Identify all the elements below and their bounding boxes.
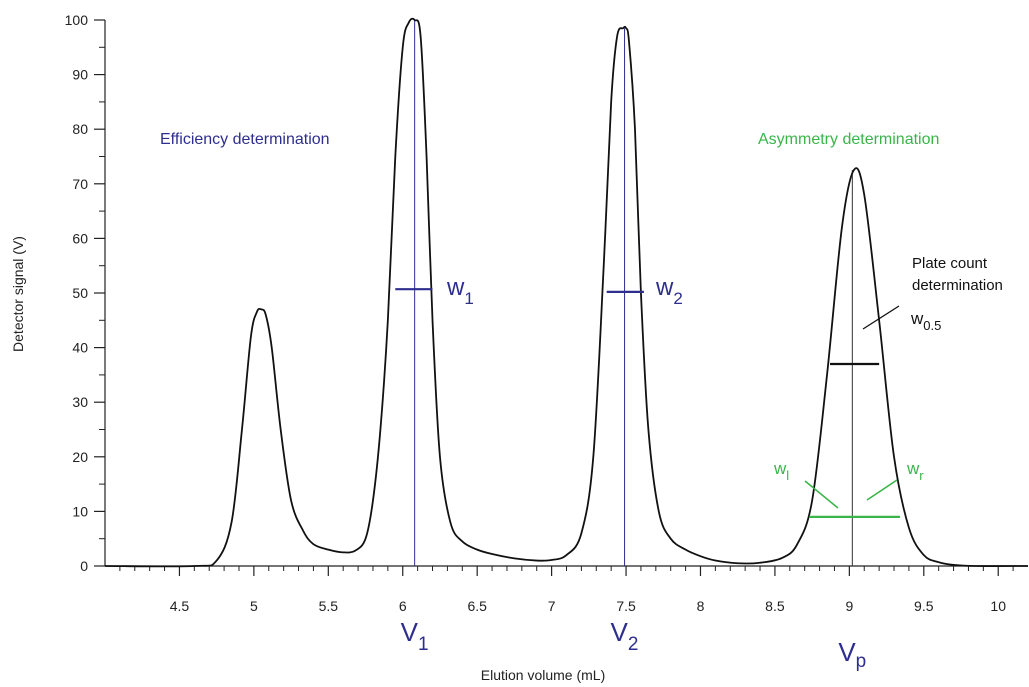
wl-leader [805, 481, 838, 508]
vp-label: Vp [838, 637, 866, 672]
y-tick-label: 0 [80, 558, 88, 574]
y-tick-label: 20 [72, 449, 88, 465]
y-tick-label: 90 [72, 67, 88, 83]
y-tick-label: 50 [72, 285, 88, 301]
x-tick-label: 4.5 [170, 598, 190, 614]
wr-label: wr [906, 459, 924, 483]
x-tick-label: 5.5 [319, 598, 339, 614]
x-tick-label: 9.5 [914, 598, 934, 614]
y-tick-label: 80 [72, 121, 88, 137]
x-tick-label: 7 [548, 598, 556, 614]
x-tick-label: 8.5 [765, 598, 785, 614]
x-tick-label: 5 [250, 598, 258, 614]
axes: 0 10 20 30 40 50 60 70 80 90 100 4.5 5 5.5 6 6.5 7 7.5 8 8.… [65, 12, 1028, 614]
x-tick-label: 10 [990, 598, 1006, 614]
w2-label: w2 [655, 274, 683, 308]
asymmetry-determination-label: Asymmetry determination [758, 131, 939, 148]
v1-label: V1 [401, 617, 429, 655]
wl-label: wl [773, 459, 789, 483]
x-tick-label: 8 [697, 598, 705, 614]
y-tick-label: 100 [65, 12, 89, 28]
efficiency-determination-label: Efficiency determination [160, 131, 330, 148]
y-axis-title: Detector signal (V) [10, 236, 26, 352]
x-tick-label: 6 [399, 598, 407, 614]
x-axis-title: Elution volume (mL) [481, 667, 606, 683]
w05-label: w0.5 [910, 309, 941, 333]
y-tick-label: 10 [72, 503, 88, 519]
y-tick-label: 40 [72, 340, 88, 356]
x-tick-label: 6.5 [467, 598, 487, 614]
y-tick-label: 60 [72, 230, 88, 246]
v2-label: V2 [611, 617, 639, 655]
plate-count-label-line2: determination [912, 277, 1003, 294]
x-tick-label: 9 [845, 598, 853, 614]
w05-leader [863, 306, 899, 329]
marks: w1 w2 w0.5 wl wr V1 V2 Vp [105, 19, 1028, 672]
plate-count-label: Plate count [912, 255, 988, 272]
y-tick-label: 30 [72, 394, 88, 410]
wr-leader [867, 480, 897, 500]
y-tick-label: 70 [72, 176, 88, 192]
x-tick-label: 7.5 [616, 598, 636, 614]
w1-label: w1 [446, 274, 474, 308]
